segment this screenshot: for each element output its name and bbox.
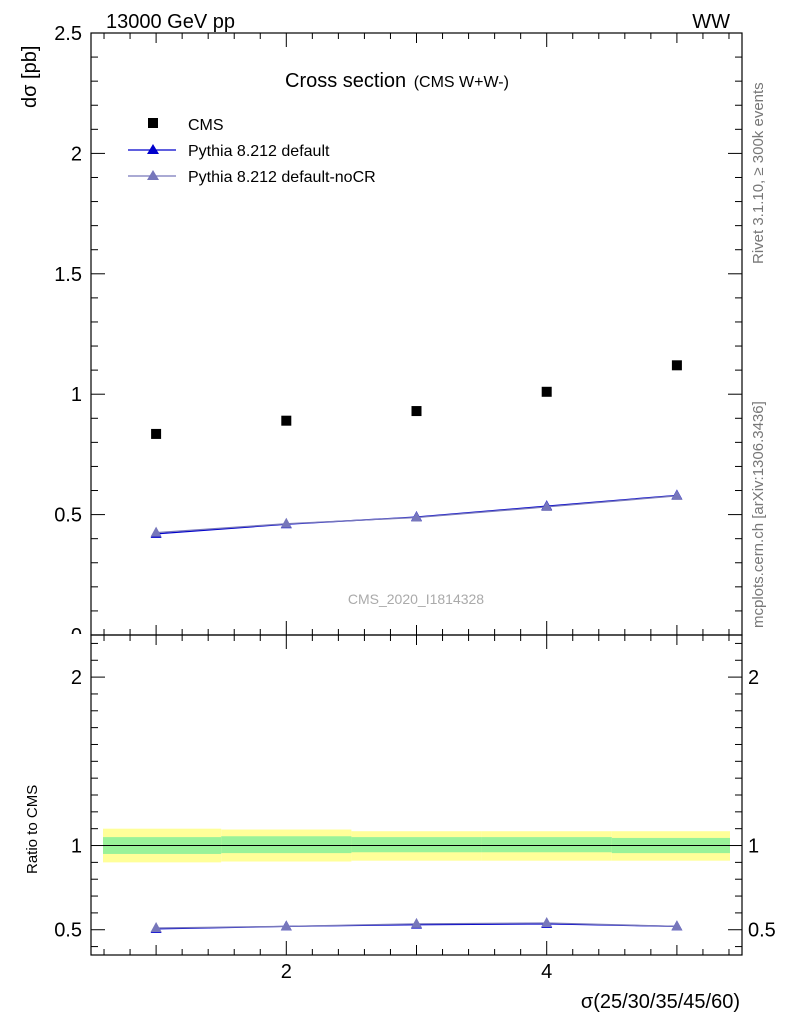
y-tick-label: 1.5 (54, 264, 82, 286)
y-tick-label: 1 (71, 384, 82, 406)
y-tick-label-zero: 0 (71, 625, 82, 647)
x-tick-label: 4 (541, 961, 552, 983)
ratio-nocr-point (541, 917, 553, 927)
band-inner-1 (221, 836, 352, 854)
ratio-y-axis-label: Ratio to CMS (24, 785, 41, 874)
pythia-nocr-point (411, 511, 422, 522)
pythia-nocr-point (671, 489, 683, 500)
svg-text:Cross section (CMS W+W-): Cross section (CMS W+W-) (285, 70, 509, 92)
pythia-nocr-point (150, 526, 162, 537)
ratio-bands (103, 828, 730, 863)
header-right: WW (692, 11, 730, 33)
band-inner-3 (481, 837, 612, 853)
x-axis-label: σ(25/30/35/45/60) (581, 991, 740, 1013)
y-axis-label: dσ [pb] (19, 46, 41, 108)
cms-point (411, 406, 422, 417)
ratio-y-tick-label-left: 0.5 (54, 920, 82, 942)
chart-subtitle: (CMS W+W-) (414, 74, 509, 91)
legend-cms-marker (148, 118, 158, 128)
ratio-y-tick-label-left: 2 (71, 667, 82, 689)
cms-point (541, 386, 552, 397)
legend-default-marker (147, 144, 159, 154)
y-tick-label: 0.5 (54, 505, 82, 527)
legend-nocr-marker (147, 170, 159, 180)
cms-point (281, 415, 292, 426)
x-tick-label: 2 (281, 961, 292, 983)
lower-plot-frame (90, 634, 743, 956)
ratio-y-tick-label-right: 2 (748, 667, 759, 689)
ratio-nocr-point (671, 920, 683, 931)
ratio-nocr-point (280, 920, 292, 931)
ratio-nocr-point (150, 922, 162, 933)
y-tick-label: 2 (71, 143, 82, 165)
axes: 2 4 0.5 1 1.5 2 2.5 0 0.5 0.5 1 1 2 2 (54, 23, 776, 983)
ratio-y-tick-label-left: 1 (71, 836, 82, 858)
watermark: CMS_2020_I1814328 (348, 591, 484, 607)
ratio-y-tick-label-right: 0.5 (748, 920, 776, 942)
legend-default-label: Pythia 8.212 default (188, 143, 330, 160)
cms-point (151, 428, 162, 439)
legend-nocr-label: Pythia 8.212 default-noCR (188, 169, 376, 186)
y-tick-label: 2.5 (54, 23, 82, 45)
cms-point (671, 360, 682, 371)
legend: CMS Pythia 8.212 default Pythia 8.212 de… (128, 117, 376, 186)
band-inner-2 (351, 837, 482, 853)
header-left: 13000 GeV pp (106, 11, 235, 33)
rivet-label: Rivet 3.1.10, ≥ 300k events (750, 82, 767, 264)
pythia-nocr-point (280, 517, 292, 528)
ratio-nocr-point (411, 917, 422, 928)
pythia-nocr-point (541, 500, 553, 511)
chart-title: Cross section (285, 70, 406, 92)
legend-cms-label: CMS (188, 117, 224, 134)
mcplots-label: mcplots.cern.ch [arXiv:1306.3436] (750, 401, 767, 628)
ratio-y-tick-label-right: 1 (748, 836, 759, 858)
data-marks (150, 360, 683, 933)
